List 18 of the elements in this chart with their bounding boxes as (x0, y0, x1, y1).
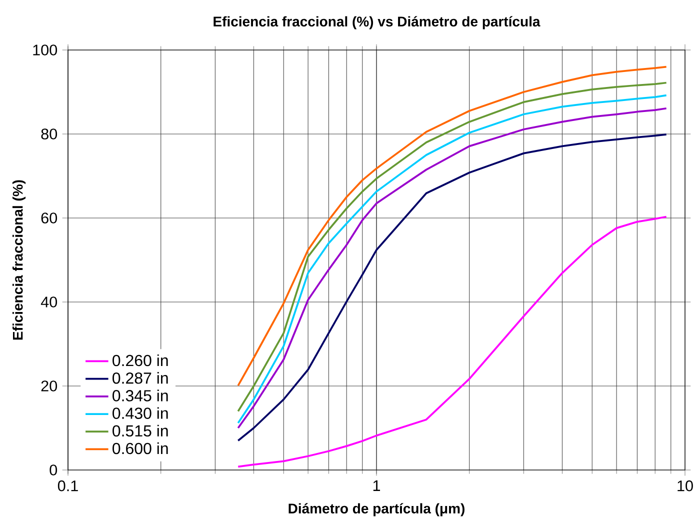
y-tick-label: 40 (40, 296, 58, 308)
y-tick-label: 100 (33, 44, 58, 56)
x-tick-label: 10 (678, 480, 693, 492)
legend-label: 0.287 in (112, 372, 168, 384)
legend-label: 0.600 in (112, 442, 168, 454)
legend-label: 0.430 in (112, 407, 168, 419)
x-axis-title: Diámetro de partícula (μm) (288, 503, 464, 516)
y-tick-label: 60 (41, 212, 58, 224)
x-tick-label: 0.1 (58, 480, 78, 492)
x-tick-label: 1 (373, 480, 380, 491)
legend-label: 0.345 in (112, 390, 168, 402)
y-axis-title: Eficiencia fraccional (%) (12, 180, 26, 340)
y-tick-label: 0 (50, 464, 58, 476)
chart-title: Eficiencia fraccional (%) vs Diámetro de partícula (214, 16, 540, 30)
y-tick-label: 80 (41, 128, 58, 140)
legend-label: 0.260 in (112, 354, 168, 366)
y-tick-label: 20 (41, 380, 58, 392)
legend-label: 0.515 in (112, 424, 168, 437)
